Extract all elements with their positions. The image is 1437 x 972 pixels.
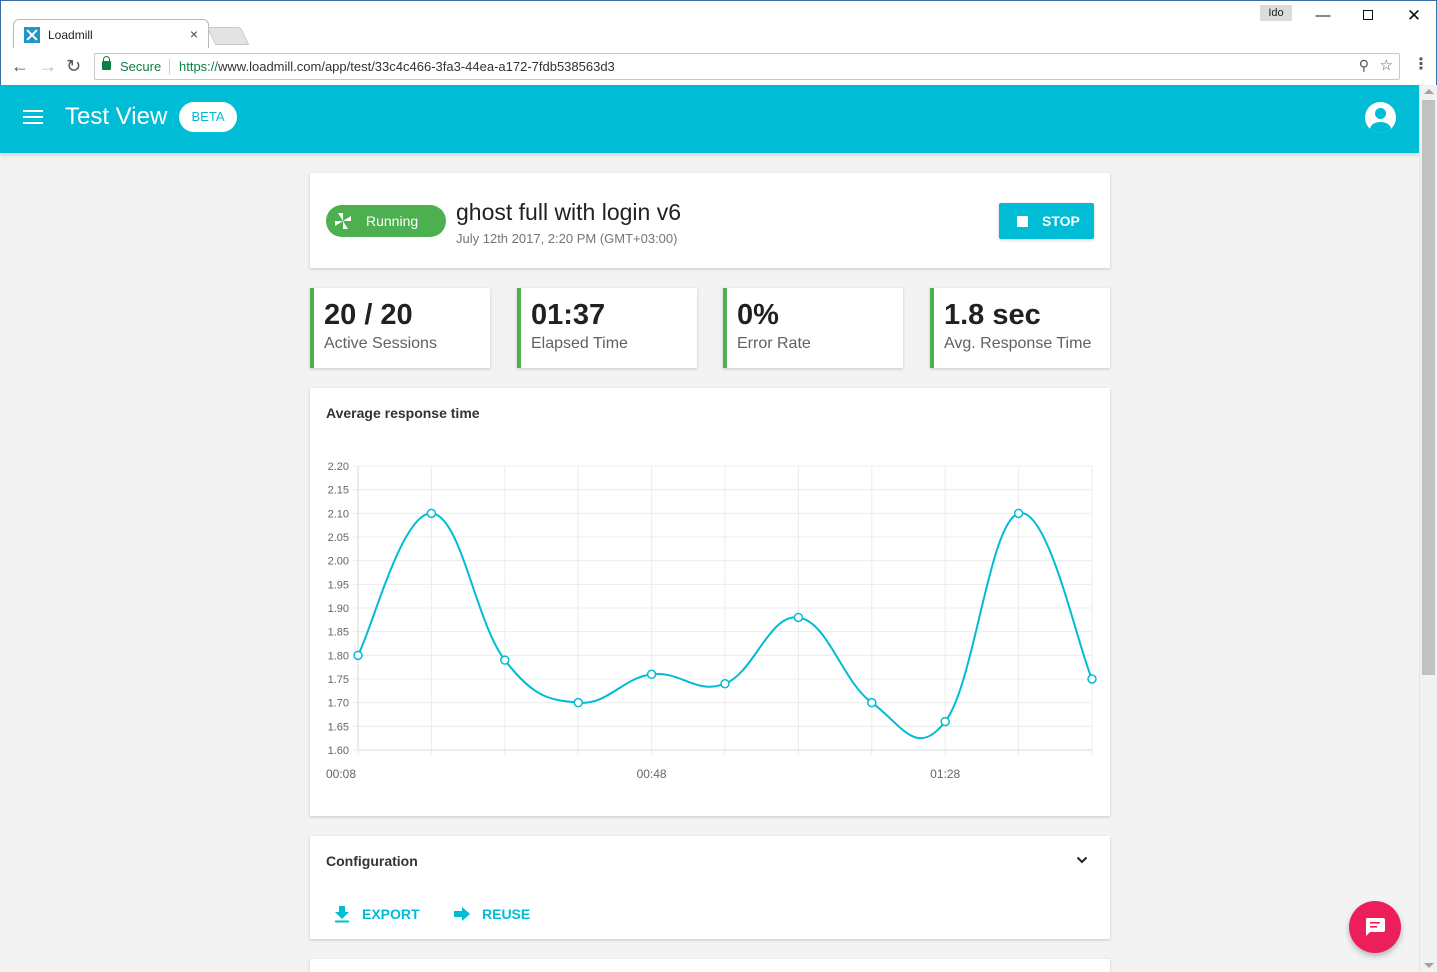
configuration-card: Configuration EXPORT REUSE — [310, 836, 1110, 939]
data-point[interactable] — [573, 697, 583, 708]
x-tick-label: 00:48 — [637, 767, 667, 781]
y-tick-label: 1.80 — [328, 650, 349, 662]
next-card — [310, 959, 1110, 972]
url-text[interactable]: https://www.loadmill.com/app/test/33c4c4… — [179, 59, 615, 74]
x-tick-label: 00:08 — [326, 767, 356, 781]
response-time-chart-card: Average response time 2.20 2.15 2.10 2.05 2.… — [310, 388, 1110, 816]
stat-label: Avg. Response Time — [944, 335, 1092, 352]
stat-card-elapsed-time: 01:37 Elapsed Time — [517, 288, 697, 368]
arrow-forward-icon — [454, 907, 470, 921]
status-badge: Running — [326, 205, 446, 237]
maximize-button[interactable] — [1358, 7, 1378, 25]
y-tick-label: 1.75 — [328, 674, 349, 686]
test-date: July 12th 2017, 2:20 PM (GMT+03:00) — [456, 231, 678, 246]
chevron-down-icon[interactable] — [1076, 854, 1088, 866]
data-point[interactable] — [426, 508, 437, 519]
browser-menu-icon[interactable]: ⋮ — [1413, 56, 1429, 73]
stat-label: Error Rate — [737, 335, 811, 352]
stat-value: 0% — [737, 299, 779, 331]
export-label: EXPORT — [362, 906, 420, 922]
download-icon — [335, 906, 349, 923]
y-tick-label: 1.85 — [328, 627, 349, 639]
back-arrow-icon[interactable]: ← — [11, 56, 29, 76]
stat-card-active-sessions: 20 / 20 Active Sessions — [310, 288, 490, 368]
secure-label: Secure — [120, 59, 162, 74]
series-line — [357, 512, 1093, 740]
data-point[interactable] — [1013, 508, 1024, 519]
lock-icon — [102, 56, 111, 70]
configuration-title: Configuration — [326, 853, 418, 869]
x-tick-label: 01:28 — [930, 767, 960, 781]
y-tick-label: 2.05 — [328, 532, 349, 544]
status-label: Running — [366, 213, 419, 229]
stop-label: STOP — [1042, 213, 1080, 229]
data-point[interactable] — [500, 655, 510, 665]
beta-badge: BETA — [179, 102, 237, 132]
page-scrollbar[interactable] — [1419, 85, 1437, 972]
scroll-thumb[interactable] — [1422, 100, 1435, 675]
test-name: ghost full with login v6 — [456, 199, 682, 225]
y-tick-label: 1.90 — [328, 603, 349, 615]
data-point[interactable] — [940, 716, 950, 727]
stat-value: 1.8 sec — [944, 299, 1041, 331]
forward-arrow-icon[interactable]: → — [39, 56, 57, 76]
stat-card-avg-response-time: 1.8 sec Avg. Response Time — [930, 288, 1110, 368]
y-tick-label: 1.60 — [328, 745, 349, 757]
browser-toolbar: ← → ↻ Secure https://www.loadmill.com/ap… — [1, 48, 1436, 85]
data-point[interactable] — [646, 669, 657, 680]
new-tab-button[interactable] — [206, 27, 250, 45]
page-title: Test View — [65, 103, 168, 130]
scroll-down-arrow-icon[interactable] — [1424, 963, 1434, 968]
url-path: www.loadmill.com/app/test/33c4c466-3fa3-… — [218, 59, 615, 74]
stat-value: 20 / 20 — [324, 299, 413, 331]
tab-strip: Loadmill × Ido — ✕ — [1, 1, 1436, 49]
stat-value: 01:37 — [531, 299, 606, 331]
y-tick-label: 2.00 — [328, 556, 349, 568]
url-scheme: https:// — [179, 59, 219, 74]
stat-card-error-rate: 0% Error Rate — [723, 288, 903, 368]
y-tick-label: 1.70 — [328, 698, 349, 710]
y-tick-label: 2.15 — [328, 485, 349, 497]
y-tick-label: 2.20 — [328, 461, 349, 473]
response-time-chart: 2.20 2.15 2.10 2.05 2.00 1.95 1.90 1.85 1.80 1.75… — [326, 461, 1097, 781]
tab-close-icon[interactable]: × — [189, 26, 198, 42]
app-header: Test View BETA — [0, 85, 1419, 153]
data-point[interactable] — [867, 697, 877, 708]
tab-title: Loadmill — [48, 28, 93, 42]
browser-tab[interactable]: Loadmill × — [13, 19, 209, 49]
y-tick-label: 1.95 — [328, 579, 349, 591]
zoom-icon[interactable]: ⚲ — [1358, 57, 1369, 73]
y-tick-label: 2.10 — [328, 508, 349, 520]
profile-badge[interactable]: Ido — [1260, 5, 1292, 21]
bookmark-star-icon[interactable]: ☆ — [1379, 57, 1393, 74]
account-circle-icon[interactable] — [1365, 102, 1396, 133]
minimize-button[interactable]: — — [1315, 7, 1331, 24]
chat-icon — [1366, 918, 1385, 936]
chat-fab-button[interactable] — [1349, 901, 1401, 953]
data-point[interactable] — [353, 650, 363, 661]
y-tick-label: 1.65 — [328, 721, 349, 733]
hamburger-icon[interactable] — [23, 110, 43, 126]
stat-label: Elapsed Time — [531, 335, 628, 352]
address-separator — [169, 59, 170, 74]
data-point[interactable] — [720, 678, 730, 689]
stop-icon — [1017, 216, 1028, 227]
stat-label: Active Sessions — [324, 335, 437, 352]
spinner-fan-icon — [335, 213, 351, 229]
reuse-label: REUSE — [482, 906, 531, 922]
stop-button[interactable]: STOP — [999, 203, 1094, 239]
data-point[interactable] — [793, 612, 804, 623]
browser-window: Loadmill × Ido — ✕ ← → ↻ Secure https://… — [0, 0, 1437, 85]
scroll-up-arrow-icon[interactable] — [1424, 89, 1434, 94]
reload-icon[interactable]: ↻ — [66, 56, 82, 76]
address-bar[interactable]: Secure https://www.loadmill.com/app/test… — [94, 53, 1400, 80]
loadmill-favicon-icon — [24, 27, 40, 43]
window-close-button[interactable]: ✕ — [1406, 6, 1422, 25]
chart-title: Average response time — [326, 405, 480, 421]
data-point[interactable] — [1087, 674, 1097, 684]
test-summary-card: Running ghost full with login v6 July 12… — [310, 173, 1110, 268]
